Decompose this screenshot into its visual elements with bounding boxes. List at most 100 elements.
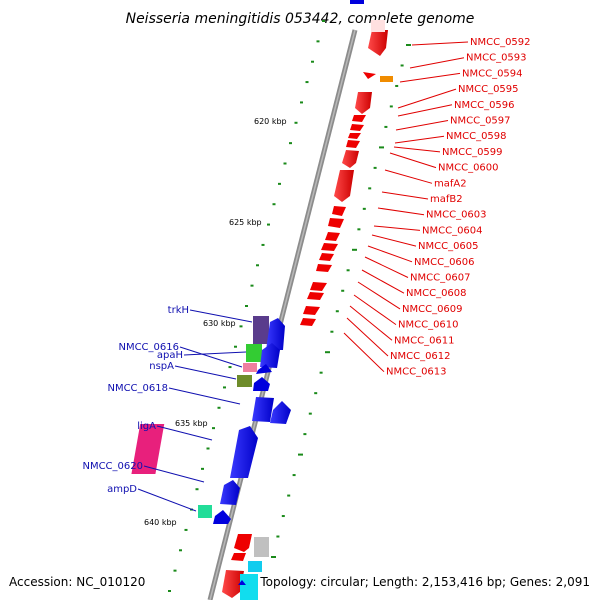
gene-ampd-fwd — [213, 510, 231, 524]
gene-nmcc-0596 — [352, 115, 366, 122]
callout-line — [189, 309, 253, 323]
callout-line — [137, 488, 197, 512]
right-gene-label: NMCC_0597 — [450, 116, 511, 127]
tick-mark — [287, 494, 291, 497]
gene-nmcc-0604 — [325, 232, 340, 241]
gene-nmcc-0599 — [346, 140, 360, 148]
callout-line — [384, 169, 433, 184]
left-gene-label: NMCC_0620 — [82, 461, 143, 472]
callout-line — [143, 465, 205, 483]
gene-bottom-grey — [254, 537, 269, 557]
callout-line — [393, 146, 441, 153]
tick-mark — [206, 447, 210, 450]
tick-mark — [406, 44, 411, 46]
gene-nmcc-0592 — [368, 30, 388, 56]
top-feature — [350, 0, 364, 4]
gene-nmcc-0603 — [328, 218, 344, 228]
right-gene-label: NMCC_0595 — [458, 84, 519, 95]
tick-mark — [368, 187, 372, 190]
callout-line — [371, 234, 417, 247]
tick-mark — [303, 433, 307, 436]
kbp-scale: 620 kbp 625 kbp 630 kbp 635 kbp 640 kbp — [144, 117, 287, 527]
tick-mark — [272, 203, 276, 206]
callout-line — [397, 104, 453, 117]
tick-mark — [357, 228, 361, 231]
left-gene-label: nspA — [149, 361, 174, 372]
reverse-strand-genes — [300, 20, 393, 326]
tick-mark — [245, 305, 248, 307]
tick-mark — [319, 371, 323, 374]
callout-line — [174, 365, 237, 380]
right-gene-label: NMCC_0604 — [422, 225, 483, 236]
gene-bottom-rev-1 — [234, 534, 252, 552]
callout-line — [409, 57, 465, 69]
callout-line — [179, 346, 243, 368]
tick-mark — [281, 515, 285, 518]
callout-line — [364, 256, 409, 278]
gene-nmcc-0607 — [316, 264, 332, 272]
gene-nmcc-0618 — [252, 397, 274, 422]
callout-line — [411, 41, 469, 46]
callout-line — [397, 88, 457, 109]
gene-nmcc-0595 — [355, 92, 372, 114]
right-gene-label: NMCC_0607 — [410, 273, 471, 284]
callout-line — [353, 294, 397, 326]
right-gene-labels: NMCC_0592 NMCC_0593 NMCC_0594 NMCC_0595 NMCC… — [343, 37, 531, 378]
gene-nspa-fwd — [253, 377, 270, 391]
tick-mark — [256, 264, 259, 267]
callout-line — [361, 269, 405, 294]
gene-nmcc-0606 — [319, 253, 334, 261]
callout-line — [349, 305, 393, 341]
right-gene-label: NMCC_0608 — [406, 288, 467, 299]
gene-faded — [371, 20, 385, 32]
tick-mark — [292, 474, 296, 477]
right-gene-label: NMCC_0610 — [398, 320, 459, 331]
right-gene-label: NMCC_0593 — [466, 53, 527, 64]
forward-strand-genes — [131, 316, 291, 600]
tick-mark — [195, 488, 199, 491]
tick-mark — [330, 330, 334, 333]
gene-liga-fwd — [230, 426, 258, 478]
callout-line — [168, 387, 241, 405]
gene-nmcc-0618-fwd — [270, 401, 291, 424]
kbp-label-620: 620 kbp — [254, 117, 287, 126]
right-gene-label: NMCC_0605 — [418, 241, 479, 252]
tick-mark — [314, 392, 318, 395]
callout-line — [389, 152, 437, 169]
right-gene-label: NMCC_0611 — [394, 335, 455, 346]
gene-ampd — [198, 505, 212, 518]
kbp-label-630: 630 kbp — [203, 319, 236, 328]
tick-mark — [379, 146, 384, 149]
tick-mark — [289, 142, 292, 145]
tick-mark — [179, 549, 182, 552]
tick-mark — [322, 20, 325, 22]
left-gene-label: NMCC_0616 — [118, 342, 179, 353]
tick-mark — [395, 84, 399, 87]
gene-mafa2 — [334, 170, 354, 202]
tick-mark — [173, 569, 177, 572]
right-gene-label: NMCC_0596 — [454, 100, 515, 111]
tick-mark — [228, 366, 232, 369]
tick-mark — [384, 125, 388, 128]
right-gene-label: NMCC_0606 — [414, 257, 475, 268]
left-gene-label: trkH — [168, 305, 189, 316]
right-gene-label: NMCC_0598 — [446, 131, 507, 142]
right-gene-label: NMCC_0613 — [386, 367, 447, 378]
gene-nmcc-0600 — [342, 150, 359, 168]
callout-line — [394, 135, 445, 144]
callout-line — [399, 72, 461, 83]
tick-mark — [168, 590, 171, 592]
position-ticks — [168, 20, 411, 592]
gene-bottom-cyan-2 — [240, 574, 258, 600]
right-gene-label: NMCC_0612 — [390, 351, 451, 362]
gene-nmcc-0610 — [303, 306, 320, 315]
right-gene-label: mafB2 — [430, 194, 463, 205]
left-gene-label: ligA — [137, 421, 156, 432]
tick-mark — [294, 121, 298, 124]
tick-mark — [298, 453, 303, 456]
callout-line — [373, 225, 421, 231]
gene-nmcc-0616-fwd — [256, 364, 272, 374]
callout-line — [367, 245, 413, 263]
